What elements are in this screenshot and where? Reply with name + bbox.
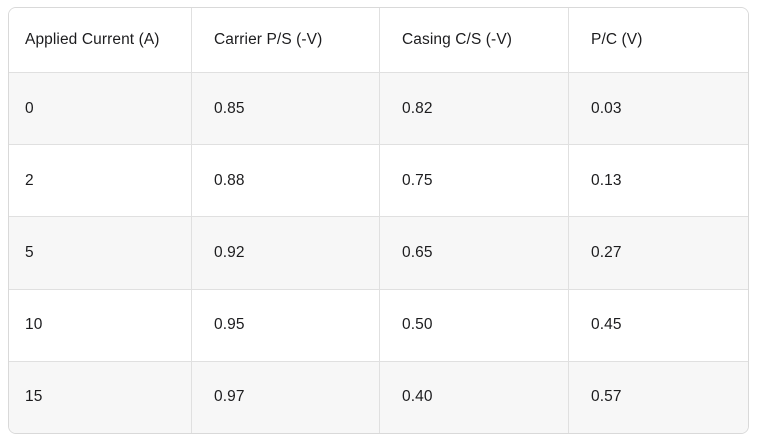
table-row: 0 0.85 0.82 0.03 — [9, 72, 748, 145]
table-cell-pc: 0.03 — [568, 73, 748, 145]
data-table: Applied Current (A) Carrier P/S (-V) Cas… — [8, 7, 749, 434]
table-cell-applied-current: 5 — [25, 244, 34, 261]
table-cell-casing-cs: 0.65 — [379, 217, 568, 289]
table-cell-carrier-ps: 0.92 — [191, 217, 379, 289]
table-cell-applied-current: 0 — [25, 99, 34, 117]
table-cell-carrier-ps: 0.88 — [191, 145, 379, 217]
column-header-carrier-ps: Carrier P/S (-V) — [191, 8, 379, 72]
table-cell-pc: 0.57 — [568, 361, 748, 433]
table-cell-applied-current: 15 — [25, 388, 43, 406]
table-cell-carrier-ps: 0.85 — [191, 73, 379, 145]
table-cell-casing-cs: 0.82 — [379, 73, 568, 145]
table-cell-applied-current: 2 — [25, 171, 34, 189]
table-row: 10 0.95 0.50 0.45 — [9, 288, 748, 361]
table-cell-pc: 0.45 — [568, 289, 748, 361]
table-cell-carrier-ps: 0.97 — [191, 361, 379, 433]
column-header-applied-current: Applied Current (A) — [25, 31, 160, 48]
table-header-row: Applied Current (A) Carrier P/S (-V) Cas… — [9, 8, 748, 72]
table-cell-pc: 0.27 — [568, 217, 748, 289]
table-row: 15 0.97 0.40 0.57 — [9, 360, 748, 433]
table-cell-carrier-ps: 0.95 — [191, 289, 379, 361]
column-header-casing-cs: Casing C/S (-V) — [379, 8, 568, 72]
column-header-pc: P/C (V) — [568, 8, 748, 72]
table-row: 2 0.88 0.75 0.13 — [9, 144, 748, 217]
table-cell-casing-cs: 0.50 — [379, 289, 568, 361]
table-cell-applied-current: 10 — [25, 316, 43, 334]
table-cell-casing-cs: 0.75 — [379, 145, 568, 217]
table-cell-pc: 0.13 — [568, 145, 748, 217]
table-row: 5 0.92 0.65 0.27 — [9, 216, 748, 289]
table-cell-casing-cs: 0.40 — [379, 361, 568, 433]
